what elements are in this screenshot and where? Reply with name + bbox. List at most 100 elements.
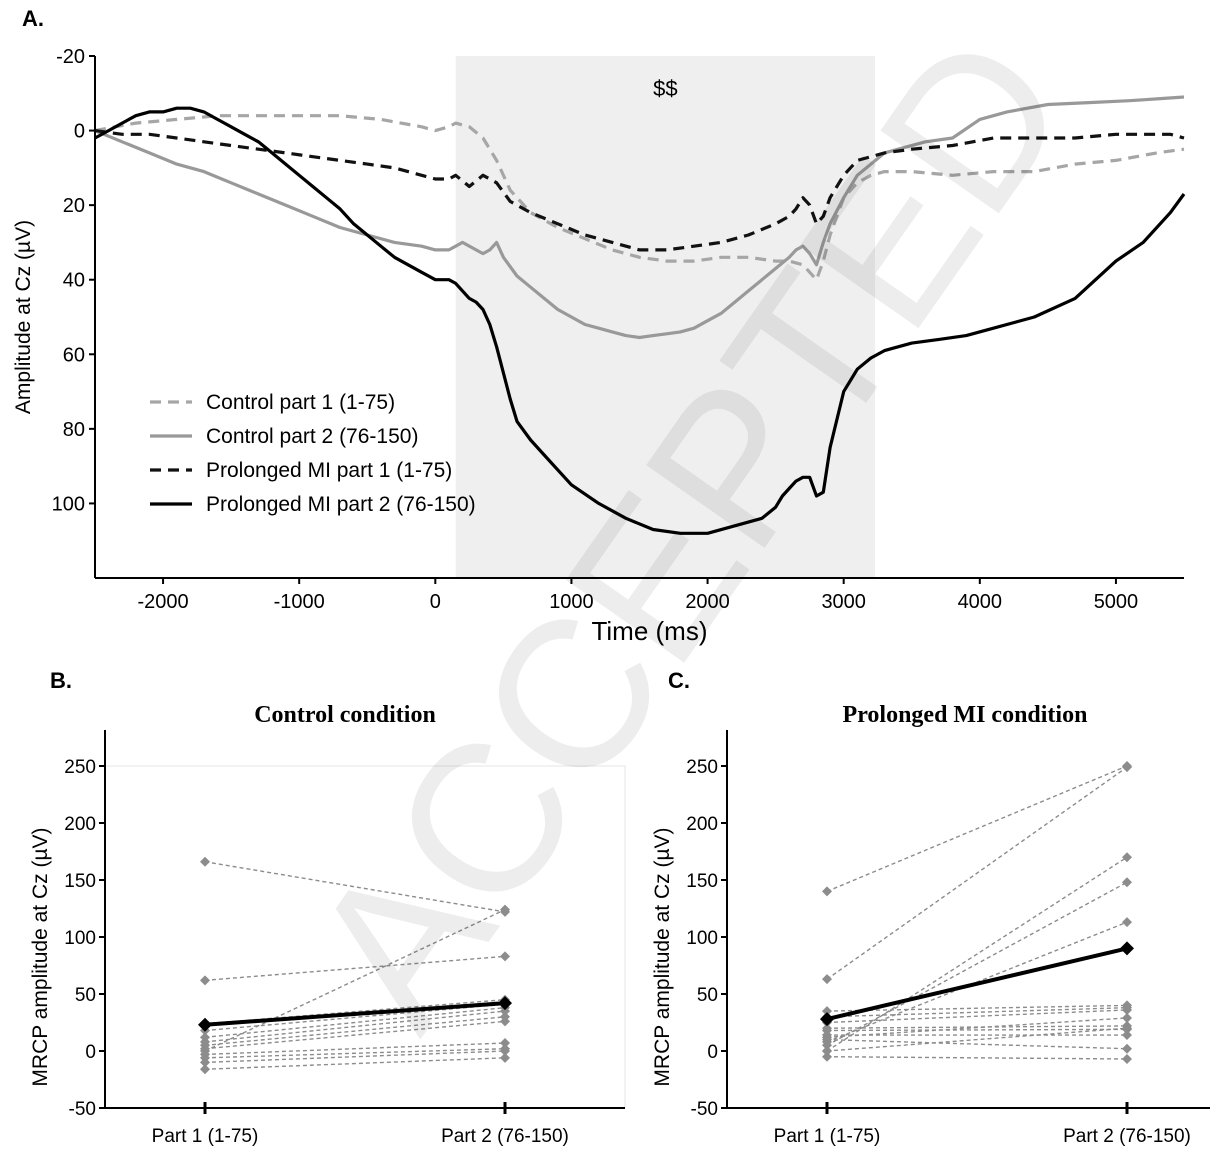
y-tick-label: 250 — [64, 757, 96, 778]
subject-point — [1122, 1012, 1132, 1023]
y-tick-label: 20 — [63, 195, 85, 217]
y-tick-label: 0 — [707, 1042, 718, 1063]
y-tick-label: 0 — [74, 121, 85, 143]
series-line-1 — [94, 114, 1185, 282]
panel-c-title: Prolonged MI condition — [842, 702, 1088, 728]
subject-point — [500, 1038, 510, 1049]
subject-point — [1122, 762, 1132, 773]
y-tick-label: -50 — [69, 1099, 96, 1120]
y-tick-label: 0 — [85, 1042, 96, 1063]
panel-a-ylabel: Amplitude at Cz (µV) — [12, 220, 35, 414]
legend-label: Control part 2 (76-150) — [206, 425, 418, 448]
series-line-4 — [94, 106, 1186, 535]
y-tick-label: -20 — [56, 46, 85, 68]
x-tick-label: Part 1 (1-75) — [774, 1126, 881, 1147]
subject-point — [1122, 1053, 1132, 1064]
significance-marker: $$ — [653, 76, 677, 101]
subject-line — [204, 1003, 506, 1032]
subject-point — [822, 974, 832, 985]
panel-c-label: C. — [668, 668, 690, 693]
subject-point — [1122, 1004, 1132, 1015]
subject-point — [1122, 1043, 1132, 1054]
y-tick-label: -50 — [691, 1099, 718, 1120]
y-tick-label: 100 — [52, 493, 85, 515]
subject-point — [500, 1052, 510, 1063]
subject-line — [826, 766, 1128, 980]
panel-b-title: Control condition — [254, 702, 436, 728]
x-tick-label: -2000 — [137, 591, 188, 613]
subject-line — [826, 881, 1128, 1046]
panel-b-label: B. — [50, 668, 72, 693]
subject-line — [204, 1050, 506, 1064]
subject-line — [826, 1009, 1128, 1024]
legend-label: Prolonged MI part 1 (1-75) — [206, 459, 452, 482]
panel-b-plot: -50 0 50 100 150 200 250 Part 1 (1-75) Part 2 (7… — [29, 730, 626, 1147]
subject-point — [822, 1032, 832, 1043]
x-tick-label: 1000 — [549, 591, 594, 613]
x-tick-label: Part 2 (76-150) — [1063, 1126, 1191, 1147]
mean-line — [826, 946, 1128, 1022]
subject-point — [200, 856, 210, 867]
subject-point — [1122, 852, 1132, 863]
subject-point — [1122, 917, 1132, 928]
mean-point — [820, 1012, 834, 1027]
panel-a-xlabel: Time (ms) — [591, 616, 707, 646]
mean-point — [198, 1017, 212, 1032]
subject-line — [826, 1055, 1128, 1060]
subject-line — [204, 861, 506, 913]
subject-line — [204, 1057, 506, 1070]
y-tick-label: 150 — [64, 871, 96, 892]
subject-line — [204, 909, 506, 1052]
series-line-3 — [94, 129, 1185, 252]
subject-point — [500, 951, 510, 962]
y-tick-label: 150 — [686, 871, 718, 892]
subject-line — [204, 1048, 506, 1059]
subject-point — [1122, 877, 1132, 888]
panel-a-label: A. — [22, 6, 44, 31]
y-tick-label: 200 — [686, 814, 718, 835]
legend-label: Prolonged MI part 2 (76-150) — [206, 493, 476, 516]
mean-point — [1120, 941, 1134, 956]
subject-point — [1122, 1023, 1132, 1034]
x-tick-label: -1000 — [274, 591, 325, 613]
y-tick-label: 100 — [64, 928, 96, 949]
subject-point — [200, 975, 210, 986]
y-tick-label: 80 — [63, 419, 85, 441]
y-tick-label: 200 — [64, 814, 96, 835]
significance-shaded-region — [455, 56, 875, 578]
x-tick-label: 4000 — [958, 591, 1003, 613]
y-tick-label: 40 — [63, 270, 85, 292]
subject-line — [826, 1004, 1128, 1012]
y-axis-label: MRCP amplitude at Cz (µV) — [651, 827, 674, 1086]
y-tick-label: 50 — [75, 985, 96, 1006]
legend-label: Control part 1 (1-75) — [206, 391, 395, 414]
subject-line — [826, 1027, 1128, 1052]
subject-line — [204, 1042, 506, 1056]
panel-a-series — [94, 95, 1186, 535]
subject-line — [204, 955, 506, 982]
subject-point — [822, 1051, 832, 1062]
y-tick-label: 250 — [686, 757, 718, 778]
y-tick-label: 100 — [686, 928, 718, 949]
subject-point — [500, 1006, 510, 1017]
mean-point — [498, 996, 512, 1011]
subject-point — [500, 904, 510, 915]
y-tick-label: 50 — [697, 985, 718, 1006]
y-tick-label: 60 — [63, 344, 85, 366]
x-tick-label: 5000 — [1094, 591, 1139, 613]
subject-line — [826, 765, 1128, 893]
series-line-2 — [94, 95, 1185, 340]
subject-line — [204, 1006, 506, 1039]
x-tick-label: Part 2 (76-150) — [441, 1126, 569, 1147]
subject-line — [826, 1006, 1128, 1018]
subject-point — [200, 1057, 210, 1068]
subject-point — [500, 1046, 510, 1056]
panel-a-legend: Control part 1 (1-75) Control part 2 (76-… — [150, 391, 476, 516]
x-tick-label: 2000 — [685, 591, 730, 613]
subject-point — [500, 1016, 510, 1027]
subject-point — [200, 1064, 210, 1075]
subject-line — [204, 1010, 506, 1043]
subject-line — [826, 1017, 1128, 1039]
subject-point — [1122, 1030, 1132, 1041]
